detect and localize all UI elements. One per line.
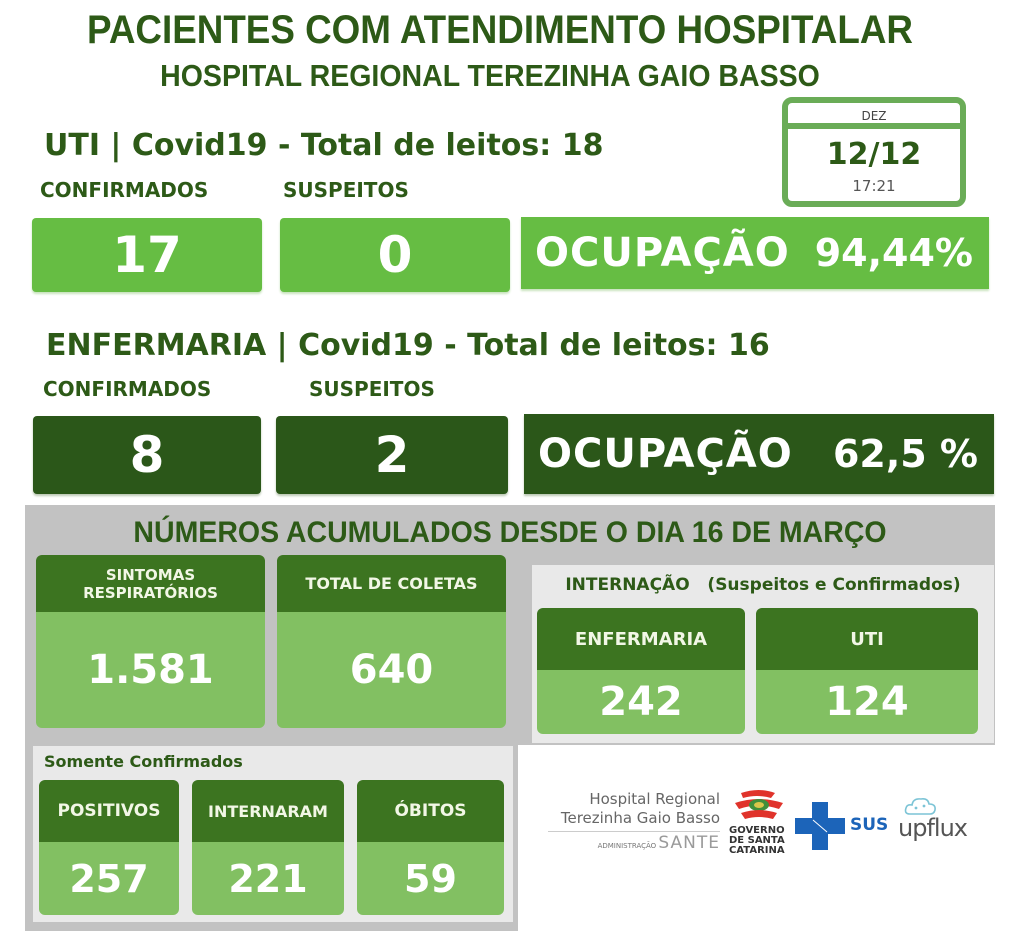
- sintomas-label-line1: SINTOMAS: [105, 565, 196, 584]
- santa-catarina-flag-icon: [735, 790, 783, 819]
- internacao-uti-value: 124: [756, 670, 978, 734]
- enfermaria-section-title: ENFERMARIA | Covid19 - Total de leitos: …: [46, 328, 770, 363]
- upflux-logo: upflux: [898, 814, 968, 842]
- uti-section-title: UTI | Covid19 - Total de leitos: 18: [44, 128, 604, 163]
- positivos-card: POSITIVOS 257: [39, 780, 179, 915]
- internacao-enfermaria-label: ENFERMARIA: [537, 608, 745, 670]
- administracao-line: ADMINISTRAÇÃO SANTE: [548, 831, 720, 856]
- upflux-cloud-icon: [904, 798, 936, 815]
- sintomas-card-header: SINTOMAS RESPIRATÓRIOS: [36, 555, 265, 612]
- uti-suspected-value: 0: [280, 218, 510, 292]
- date-month: DEZ: [788, 103, 960, 129]
- internacao-uti-label: UTI: [756, 608, 978, 670]
- enfermaria-occupancy-label: OCUPAÇÃO: [538, 431, 793, 477]
- gov-line2: DE SANTA: [729, 835, 785, 846]
- internaram-value: 221: [192, 842, 344, 915]
- positivos-label: POSITIVOS: [39, 780, 179, 842]
- date-time: 17:21: [852, 177, 896, 195]
- page-title: PACIENTES COM ATENDIMENTO HOSPITALAR: [87, 8, 913, 52]
- uti-confirmed-value: 17: [32, 218, 262, 292]
- internaram-label: INTERNARAM: [192, 780, 344, 842]
- sante-logo: SANTE: [658, 833, 720, 853]
- gov-line1: GOVERNO: [729, 825, 785, 836]
- uti-occupancy: OCUPAÇÃO 94,44%: [521, 217, 989, 289]
- hospital-logo-line1: Hospital Regional: [589, 790, 720, 808]
- internaram-card: INTERNARAM 221: [192, 780, 344, 915]
- hospital-logo: Hospital Regional Terezinha Gaio Basso A…: [548, 790, 720, 856]
- administracao-label: ADMINISTRAÇÃO: [597, 842, 657, 850]
- hospital-logo-line2: Terezinha Gaio Basso: [560, 809, 720, 827]
- enfermaria-suspected-value: 2: [276, 416, 508, 494]
- governo-sc-logo: GOVERNO DE SANTA CATARINA: [729, 826, 785, 856]
- gov-line3: CATARINA: [729, 845, 785, 856]
- uti-occupancy-value: 94,44%: [814, 231, 973, 275]
- confirmados-title: Somente Confirmados: [44, 752, 243, 771]
- internacao-uti-card: UTI 124: [756, 608, 978, 734]
- obitos-label: ÓBITOS: [357, 780, 504, 842]
- enfermaria-occupancy-value: 62,5 %: [832, 432, 978, 476]
- date-card: DEZ 12/12 17:21: [782, 97, 966, 207]
- enfermaria-suspected-label: SUSPEITOS: [309, 377, 435, 401]
- uti-occupancy-label: OCUPAÇÃO: [535, 230, 790, 276]
- sus-cross-icon: [795, 802, 845, 850]
- internacao-title: INTERNAÇÃO (Suspeitos e Confirmados): [565, 575, 961, 595]
- uti-confirmed-label: CONFIRMADOS: [40, 178, 209, 202]
- sintomas-card: SINTOMAS RESPIRATÓRIOS 1.581: [36, 555, 265, 728]
- uti-suspected-label: SUSPEITOS: [283, 178, 409, 202]
- coletas-card: TOTAL DE COLETAS 640: [277, 555, 506, 728]
- positivos-value: 257: [39, 842, 179, 915]
- date-day: 12/12: [826, 137, 922, 172]
- coletas-label: TOTAL DE COLETAS: [277, 555, 506, 612]
- sintomas-label-line2: RESPIRATÓRIOS: [83, 583, 218, 602]
- sus-logo: SUS: [850, 815, 889, 835]
- coletas-value: 640: [277, 612, 506, 728]
- page-subtitle: HOSPITAL REGIONAL TEREZINHA GAIO BASSO: [160, 58, 820, 93]
- internacao-enfermaria-value: 242: [537, 670, 745, 734]
- obitos-card: ÓBITOS 59: [357, 780, 504, 915]
- enfermaria-confirmed-value: 8: [33, 416, 261, 494]
- accumulated-title: NÚMEROS ACUMULADOS DESDE O DIA 16 DE MAR…: [133, 516, 887, 549]
- enfermaria-occupancy: OCUPAÇÃO 62,5 %: [524, 414, 994, 494]
- enfermaria-confirmed-label: CONFIRMADOS: [43, 377, 212, 401]
- obitos-value: 59: [357, 842, 504, 915]
- sintomas-value: 1.581: [36, 612, 265, 728]
- internacao-enfermaria-card: ENFERMARIA 242: [537, 608, 745, 734]
